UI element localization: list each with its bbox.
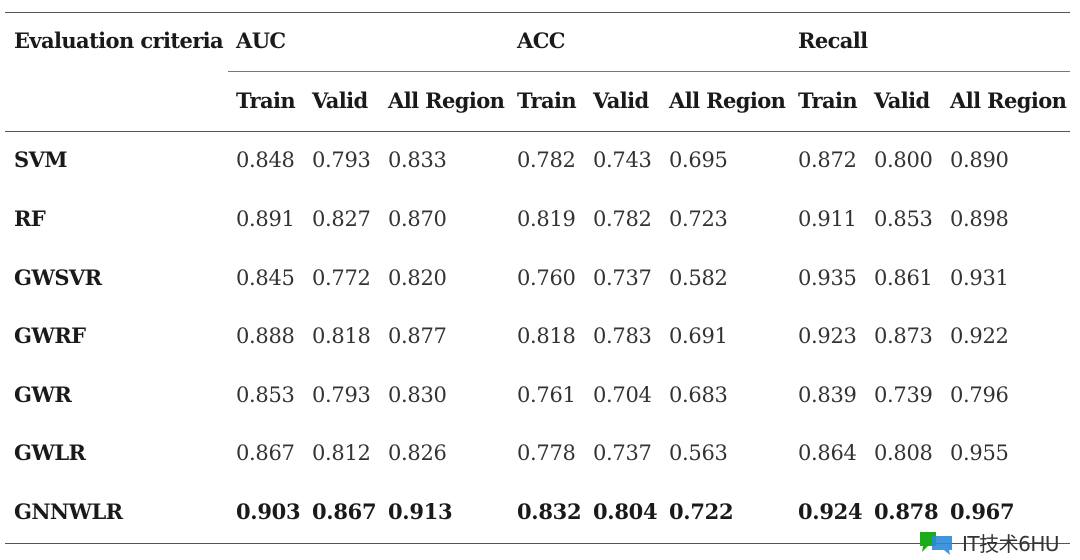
table-cell: 0.877 (388, 324, 447, 348)
table-cell: 0.931 (950, 266, 1009, 290)
table-cell: 0.563 (669, 441, 728, 465)
table-cell: 0.898 (950, 207, 1009, 231)
table-cell: 0.691 (669, 324, 728, 348)
table-cell: 0.760 (517, 266, 576, 290)
table-cell: 0.804 (593, 499, 658, 524)
table-cell: 0.923 (798, 324, 857, 348)
row-label: GWSVR (14, 265, 102, 290)
watermark: IT技术6HU (916, 526, 1076, 558)
table-cell: 0.839 (798, 383, 857, 407)
subheader-cell: Valid (874, 88, 930, 113)
table-cell: 0.778 (517, 441, 576, 465)
table-cell: 0.722 (669, 499, 734, 524)
row-label: GWRF (14, 323, 86, 348)
row-label: RF (14, 206, 46, 231)
table-cell: 0.796 (950, 383, 1009, 407)
table-cell: 0.864 (798, 441, 857, 465)
group-header-auc: AUC (236, 28, 286, 53)
table-cell: 0.819 (517, 207, 576, 231)
table-cell: 0.833 (388, 148, 447, 172)
subheader-cell: All Region (388, 88, 505, 113)
header-rule (5, 131, 1070, 132)
table-cell: 0.582 (669, 266, 728, 290)
group-header-recall: Recall (798, 28, 868, 53)
table-cell: 0.888 (236, 324, 295, 348)
table-cell: 0.861 (874, 266, 933, 290)
table-cell: 0.853 (236, 383, 295, 407)
table-cell: 0.890 (950, 148, 1009, 172)
subheader-cell: Valid (312, 88, 368, 113)
header-evaluation-criteria: Evaluation criteria (14, 28, 224, 53)
table-cell: 0.924 (798, 499, 863, 524)
table-cell: 0.848 (236, 148, 295, 172)
table-cell: 0.872 (798, 148, 857, 172)
row-label: GNNWLR (14, 499, 123, 524)
table-cell: 0.853 (874, 207, 933, 231)
group-header-acc: ACC (517, 28, 566, 53)
subheader-cell: Train (798, 88, 858, 113)
table-cell: 0.967 (950, 499, 1015, 524)
top-rule (5, 12, 1070, 13)
table-cell: 0.737 (593, 266, 652, 290)
table-cell: 0.922 (950, 324, 1009, 348)
table-cell: 0.820 (388, 266, 447, 290)
table-cell: 0.826 (388, 441, 447, 465)
table-cell: 0.683 (669, 383, 728, 407)
table-cell: 0.873 (874, 324, 933, 348)
table-cell: 0.743 (593, 148, 652, 172)
bottom-rule (5, 543, 1070, 544)
table-cell: 0.812 (312, 441, 371, 465)
table-cell: 0.761 (517, 383, 576, 407)
table-cell: 0.903 (236, 499, 301, 524)
table-cell: 0.737 (593, 441, 652, 465)
table-cell: 0.913 (388, 499, 453, 524)
table-cell: 0.867 (236, 441, 295, 465)
subheader-cell: All Region (669, 88, 786, 113)
table-cell: 0.739 (874, 383, 933, 407)
group-rule (228, 71, 1070, 72)
subheader-cell: Train (517, 88, 577, 113)
table-cell: 0.818 (517, 324, 576, 348)
table-cell: 0.911 (798, 207, 857, 231)
table-cell: 0.723 (669, 207, 728, 231)
row-label: GWLR (14, 440, 86, 465)
table-cell: 0.870 (388, 207, 447, 231)
table-cell: 0.793 (312, 148, 371, 172)
table-cell: 0.800 (874, 148, 933, 172)
table-cell: 0.818 (312, 324, 371, 348)
table-cell: 0.891 (236, 207, 295, 231)
row-label: GWR (14, 382, 72, 407)
table-cell: 0.772 (312, 266, 371, 290)
table-cell: 0.935 (798, 266, 857, 290)
table-cell: 0.867 (312, 499, 377, 524)
table-cell: 0.845 (236, 266, 295, 290)
table-cell: 0.878 (874, 499, 939, 524)
table-cell: 0.782 (593, 207, 652, 231)
table-cell: 0.827 (312, 207, 371, 231)
table-cell: 0.808 (874, 441, 933, 465)
subheader-cell: Valid (593, 88, 649, 113)
subheader-cell: All Region (950, 88, 1067, 113)
table-cell: 0.955 (950, 441, 1009, 465)
table-cell: 0.830 (388, 383, 447, 407)
table-cell: 0.832 (517, 499, 582, 524)
watermark-text: IT技术6HU (962, 531, 1060, 556)
subheader-cell: Train (236, 88, 296, 113)
row-label: SVM (14, 147, 68, 172)
chat-bubble-logo-icon (916, 528, 956, 556)
table-cell: 0.704 (593, 383, 652, 407)
table-cell: 0.793 (312, 383, 371, 407)
table-cell: 0.695 (669, 148, 728, 172)
table-cell: 0.782 (517, 148, 576, 172)
table-cell: 0.783 (593, 324, 652, 348)
